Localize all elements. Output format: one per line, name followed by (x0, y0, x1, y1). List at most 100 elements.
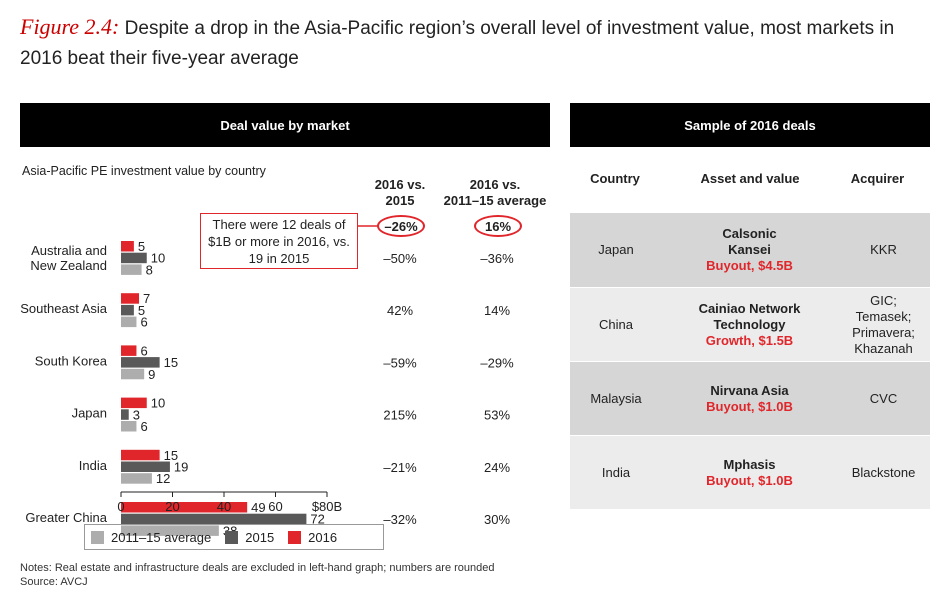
row-country: India (601, 464, 631, 480)
x-tick-label: 40 (217, 499, 231, 514)
col-vs-avg-header: 2016 vs. 2011–15 average (435, 177, 555, 209)
data-label: 12 (156, 471, 170, 486)
row-country: China (599, 316, 633, 332)
category-label: India (79, 458, 108, 473)
category-label: Southeast Asia (20, 301, 107, 316)
figure-title: Figure 2.4: Despite a drop in the Asia-P… (20, 12, 940, 74)
legend-swatch-avg (91, 530, 104, 544)
category-label: South Korea (35, 353, 108, 368)
bar (121, 449, 160, 461)
asset-value: Buyout, $4.5B (706, 258, 793, 273)
bar (121, 368, 145, 380)
bar (121, 241, 134, 252)
data-label: 15 (164, 448, 178, 463)
callout-box: There were 12 deals of $1B or more in 20… (200, 213, 358, 269)
data-label: 5 (138, 303, 145, 318)
legend-label-avg: 2011–15 average (111, 529, 212, 545)
table-header-acquirer: Acquirer (850, 171, 905, 186)
table-row: China Cainiao Network Technology Growth,… (570, 287, 930, 361)
row-country: Japan (598, 242, 634, 257)
x-tick-label: 60 (268, 499, 282, 514)
asset-name: Nirvana Asia (710, 382, 789, 398)
row-acquirer: CVC (869, 390, 898, 406)
row-acquirer: GIC; Temasek; Primavera; Khazanah (852, 292, 915, 356)
row-acquirer: KKR (870, 242, 897, 257)
legend-label-2015: 2015 (245, 529, 275, 545)
asset-value: Growth, $1.5B (705, 332, 794, 348)
data-label: 10 (151, 251, 165, 266)
total-vs-avg-oval: 16% (474, 215, 522, 237)
col-vs-2015-header: 2016 vs. 2015 (360, 177, 440, 209)
data-label: 8 (146, 262, 153, 277)
data-label: 6 (140, 419, 147, 434)
x-tick-label: 0 (117, 499, 124, 514)
bar (121, 513, 307, 525)
data-label: 7 (143, 291, 150, 306)
category-label: Australia and New Zealand (30, 243, 107, 273)
bar (121, 252, 147, 264)
legend-item-2015: 2015 (225, 530, 274, 545)
data-label: 6 (140, 315, 147, 330)
table-row: Japan Calsonic Kansei Buyout, $4.5B KKR (570, 212, 930, 287)
source-text: Source: AVCJ (20, 576, 88, 588)
pct-vs-2015: 215% (383, 408, 417, 423)
bar (121, 304, 134, 316)
category-label: Japan (72, 406, 107, 421)
data-label: 15 (164, 355, 178, 370)
pct-vs-avg: 14% (484, 303, 510, 318)
bar (121, 502, 248, 513)
legend-swatch-2015 (225, 530, 239, 544)
bar (121, 525, 219, 536)
bar (121, 264, 142, 275)
pct-vs-avg: –36% (480, 251, 514, 266)
bar (121, 409, 129, 420)
col-vs-2015-header-line2: 2015 (385, 193, 415, 208)
chart-subtitle: Asia-Pacific PE investment value by coun… (22, 164, 266, 178)
right-panel-header: Sample of 2016 deals (570, 103, 930, 147)
left-panel-header: Deal value by market (20, 103, 550, 147)
data-label: 9 (148, 367, 155, 382)
notes-text: Notes: Real estate and infrastructure de… (20, 562, 495, 574)
pct-vs-avg: 53% (484, 408, 510, 423)
row-asset-value: Nirvana Asia Buyout, $1.0B (662, 362, 837, 435)
x-tick-label: $80B (312, 499, 342, 514)
figure-label: Figure 2.4: (20, 14, 120, 39)
table-header-asset: Asset and value (700, 171, 800, 186)
asset-name: Cainiao Network Technology (698, 300, 801, 332)
asset-name: Calsonic Kansei (722, 226, 777, 257)
bar (121, 345, 137, 356)
table-row: India Mphasis Buyout, $1.0B Blackstone (570, 435, 930, 509)
pct-vs-2015: –50% (383, 251, 417, 266)
bar (121, 293, 140, 304)
legend-item-avg: 2011–15 average (91, 530, 211, 545)
x-tick-label: 20 (165, 499, 179, 514)
pct-vs-avg: –29% (480, 355, 514, 370)
category-label: Greater China (25, 510, 107, 525)
notes: Notes: Real estate and infrastructure de… (20, 561, 495, 589)
bar (121, 357, 160, 368)
row-asset-value: Mphasis Buyout, $1.0B (662, 436, 837, 509)
data-label: 10 (151, 396, 165, 411)
table-header-country: Country (590, 171, 640, 186)
bar (121, 397, 147, 409)
table-row: Malaysia Nirvana Asia Buyout, $1.0B CVC (570, 361, 930, 435)
col-vs-2015-header-line1: 2016 vs. (374, 177, 426, 192)
data-label: 19 (174, 460, 188, 475)
legend-item-2016: 2016 (288, 530, 337, 545)
pct-vs-avg: 30% (484, 512, 510, 527)
asset-value: Buyout, $1.0B (706, 398, 793, 414)
bar (121, 421, 137, 432)
col-vs-avg-header-line2: 2011–15 average (443, 193, 547, 208)
data-label: 72 (310, 512, 324, 527)
pct-vs-2015: –59% (383, 355, 417, 370)
row-asset-value: Cainiao Network Technology Growth, $1.5B (662, 288, 837, 361)
legend-label-2016: 2016 (308, 529, 338, 545)
data-label: 49 (251, 500, 265, 515)
chart-legend: 2011–15 average 2015 2016 (84, 524, 384, 550)
pct-vs-2015: –32% (383, 512, 417, 527)
asset-name: Mphasis (723, 456, 776, 472)
row-acquirer: Blackstone (851, 464, 916, 480)
row-asset-value: Calsonic Kansei Buyout, $4.5B (662, 213, 837, 287)
